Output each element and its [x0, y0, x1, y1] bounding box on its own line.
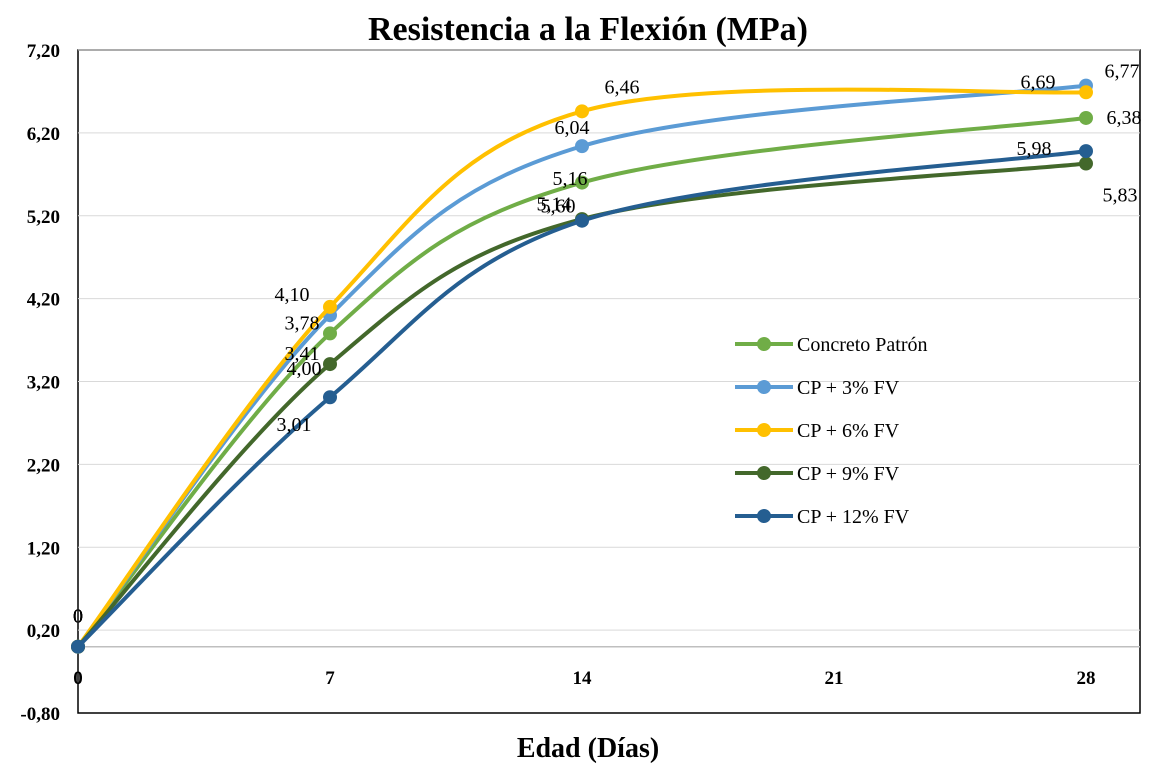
x-tick-label: 7 — [325, 668, 335, 689]
legend-label: CP + 3% FV — [797, 377, 900, 399]
data-point — [1079, 110, 1093, 125]
data-label: 5,14 — [537, 194, 572, 216]
data-point — [1079, 156, 1093, 171]
data-label: 6,04 — [555, 117, 590, 139]
legend-marker — [757, 466, 771, 480]
series-line — [76, 87, 1088, 649]
legend-marker — [757, 509, 771, 523]
series-line — [76, 115, 1088, 649]
data-label: 0 — [73, 606, 83, 628]
series-line — [76, 161, 1088, 649]
axes: -0,80 0,20 1,20 2,20 3,20 4,20 5,20 6,20 7,20 0 7 1… — [20, 41, 1140, 725]
legend-label: Concreto Patrón — [797, 334, 928, 356]
data-label: 0 — [73, 606, 83, 628]
data-point — [575, 213, 589, 228]
y-tick-label: 0,20 — [27, 621, 60, 642]
x-tick-label: 21 — [825, 668, 844, 689]
data-label: 5,16 — [553, 168, 588, 190]
series-line — [76, 149, 1088, 649]
chart-title: Resistencia a la Flexión (MPa) — [368, 11, 808, 48]
y-tick-label: 5,20 — [27, 207, 60, 228]
data-label: 5,60 — [541, 196, 576, 218]
data-point — [323, 390, 337, 405]
x-axis-title: Edad (Días) — [517, 733, 659, 764]
data-label: 6,46 — [605, 76, 640, 98]
data-point — [575, 175, 589, 190]
data-label: 4,00 — [287, 358, 322, 380]
data-label: 5,98 — [1017, 138, 1052, 160]
data-label: 5,83 — [1103, 185, 1138, 207]
series-lines — [71, 78, 1093, 654]
y-tick-label: 4,20 — [27, 290, 60, 311]
legend-label: CP + 9% FV — [797, 463, 900, 485]
y-tick-label: 3,20 — [27, 373, 60, 394]
x-tick-label: 14 — [573, 668, 593, 689]
data-label: 4,10 — [275, 284, 310, 306]
grid-lines — [78, 49, 1140, 631]
legend-label: CP + 12% FV — [797, 506, 910, 528]
y-tick-label: 7,20 — [27, 41, 60, 62]
legend-label: CP + 6% FV — [797, 420, 900, 442]
data-label: 3,41 — [285, 343, 320, 365]
data-label: 0 — [73, 606, 83, 628]
y-tick-label: -0,80 — [20, 704, 60, 725]
data-point — [1079, 144, 1093, 159]
data-point — [323, 299, 337, 314]
y-tick-label: 6,20 — [27, 124, 60, 145]
x-tick-label: 28 — [1077, 668, 1096, 689]
y-tick-label: 2,20 — [27, 455, 60, 476]
legend-marker — [757, 423, 771, 437]
data-label: 6,69 — [1021, 71, 1056, 93]
data-label: 6,38 — [1107, 107, 1142, 129]
data-label: 3,78 — [285, 312, 320, 334]
data-point — [575, 139, 589, 154]
x-tick-label: 0 — [73, 668, 83, 689]
data-label: 0 — [73, 606, 83, 628]
y-tick-label: 1,20 — [27, 538, 60, 559]
legend: Concreto Patrón CP + 3% FV CP + 6% FV CP + … — [735, 334, 928, 528]
data-point — [323, 326, 337, 341]
data-point — [1079, 85, 1093, 100]
data-point — [71, 639, 85, 654]
legend-marker — [757, 380, 771, 394]
legend-marker — [757, 337, 771, 351]
data-label: 3,01 — [277, 414, 312, 436]
data-point — [575, 104, 589, 119]
data-point — [323, 357, 337, 372]
data-label: 6,77 — [1105, 61, 1140, 83]
data-label: 0 — [73, 606, 83, 628]
